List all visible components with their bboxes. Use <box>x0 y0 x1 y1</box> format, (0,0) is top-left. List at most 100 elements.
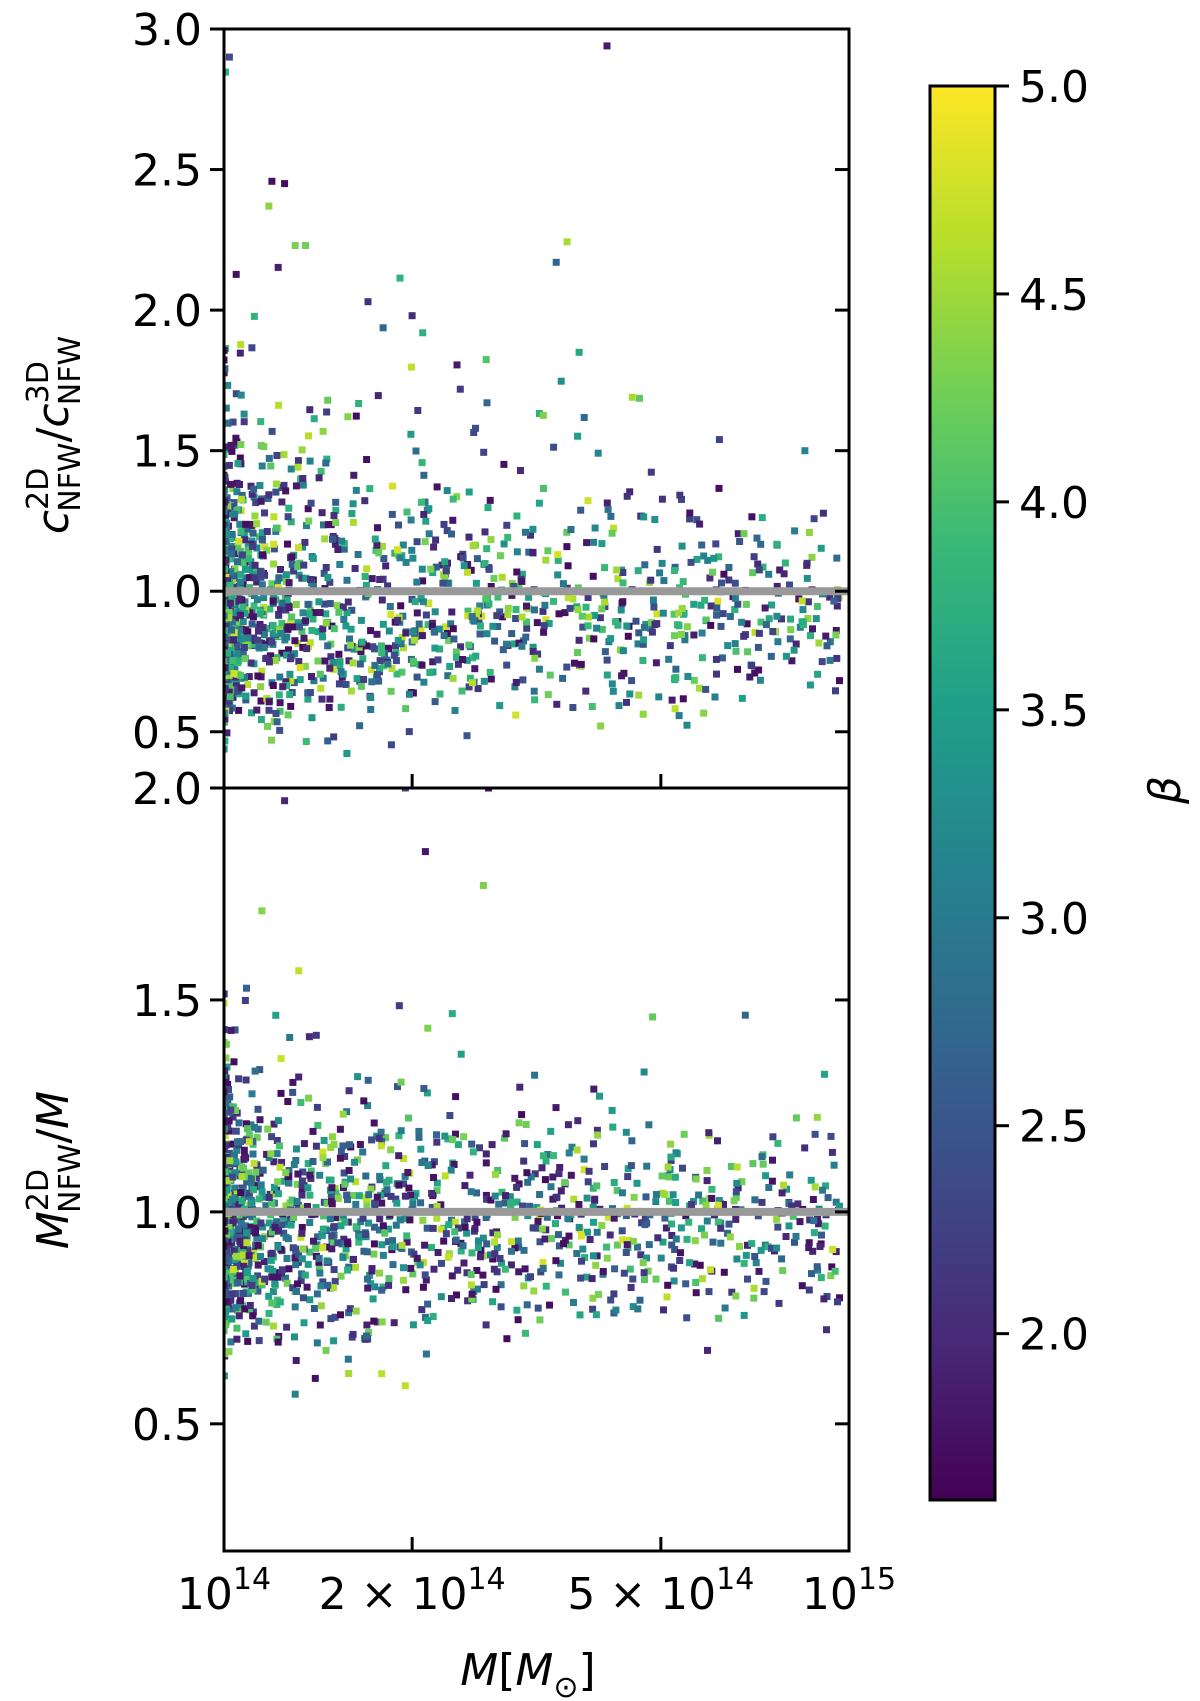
data-point <box>229 1219 237 1226</box>
data-point <box>242 1120 250 1128</box>
data-point <box>280 481 288 489</box>
data-point <box>275 610 283 618</box>
data-point <box>700 552 708 560</box>
data-point <box>365 1191 373 1199</box>
data-point <box>738 618 746 626</box>
data-point <box>758 1153 766 1161</box>
data-point <box>272 524 280 532</box>
data-point <box>280 1229 288 1237</box>
data-point <box>232 434 240 442</box>
data-point <box>236 1237 244 1245</box>
data-point <box>637 1251 645 1259</box>
data-point <box>836 677 843 685</box>
data-point <box>479 882 487 889</box>
data-point <box>427 565 435 573</box>
data-point <box>332 1189 340 1197</box>
data-point <box>229 418 237 426</box>
data-point <box>623 1241 631 1249</box>
data-point <box>798 1282 806 1290</box>
data-point <box>324 1281 332 1289</box>
x-axis-label: M[M⊙] <box>460 1645 595 1701</box>
data-point <box>268 580 276 588</box>
data-point <box>371 661 379 669</box>
data-point <box>672 1199 680 1206</box>
data-point <box>544 547 552 555</box>
bottom-axes-frame <box>222 786 851 1553</box>
data-point <box>653 620 661 628</box>
data-point <box>263 625 271 632</box>
data-point <box>224 1298 230 1306</box>
data-point <box>441 573 449 581</box>
data-point <box>283 633 291 641</box>
data-point <box>384 582 392 590</box>
data-point <box>224 546 229 554</box>
data-point <box>224 1321 229 1329</box>
data-point <box>225 700 233 708</box>
data-point <box>542 1282 550 1290</box>
data-point <box>224 1237 228 1245</box>
data-point <box>524 1178 532 1186</box>
data-point <box>441 1172 449 1180</box>
data-point <box>798 597 806 605</box>
data-point <box>539 411 547 419</box>
data-point <box>467 1188 475 1196</box>
data-point <box>543 1213 551 1221</box>
data-point <box>273 1137 281 1144</box>
data-point <box>433 1131 440 1139</box>
data-point <box>378 1241 386 1249</box>
data-point <box>807 1176 815 1184</box>
data-point <box>324 1158 331 1166</box>
data-point <box>313 1290 321 1298</box>
data-point <box>457 1247 465 1255</box>
data-point <box>471 1225 479 1233</box>
data-point <box>280 1213 288 1221</box>
data-point <box>309 1158 317 1165</box>
data-point <box>405 1184 413 1192</box>
data-point <box>591 524 599 532</box>
data-point <box>230 1247 238 1255</box>
data-point <box>612 1306 620 1314</box>
data-point <box>378 1318 386 1326</box>
data-point <box>323 1257 331 1265</box>
data-point <box>430 627 438 635</box>
data-point <box>555 1271 563 1279</box>
data-point <box>647 468 655 476</box>
data-point <box>727 1163 735 1170</box>
data-point <box>438 1259 445 1267</box>
top-panel: 0.51.01.52.02.53.0 c2DNFW/c3DNFW <box>21 5 851 790</box>
data-point <box>425 505 433 513</box>
data-point <box>518 1111 526 1119</box>
data-point <box>258 462 266 470</box>
data-point <box>300 1140 308 1148</box>
data-point <box>787 615 795 623</box>
data-point <box>228 550 236 558</box>
data-point <box>229 485 237 492</box>
data-point <box>565 1241 573 1249</box>
data-point <box>494 1166 502 1174</box>
data-point <box>705 1129 713 1137</box>
data-point <box>376 657 384 665</box>
data-point <box>489 1298 497 1306</box>
data-point <box>394 636 402 644</box>
data-point <box>433 1179 441 1187</box>
data-point <box>634 640 642 648</box>
colorbar-tick-label: 2.5 <box>1019 1102 1089 1153</box>
data-point <box>533 1204 541 1212</box>
y-tick-label: 1.0 <box>132 567 202 618</box>
data-point <box>321 600 329 608</box>
data-point <box>589 1252 597 1260</box>
data-point <box>740 1311 748 1319</box>
data-point <box>753 534 761 542</box>
data-point <box>227 1338 235 1346</box>
data-point <box>645 1241 653 1249</box>
top-y-axis-label: c2DNFW/c3DNFW <box>21 336 88 534</box>
data-point <box>242 640 250 647</box>
data-point <box>370 1119 378 1127</box>
data-point <box>432 563 440 571</box>
data-point <box>302 617 310 625</box>
data-point <box>559 674 567 682</box>
data-point <box>677 1249 684 1257</box>
data-point <box>251 512 259 520</box>
data-point <box>298 1270 306 1278</box>
data-point <box>752 1259 760 1267</box>
